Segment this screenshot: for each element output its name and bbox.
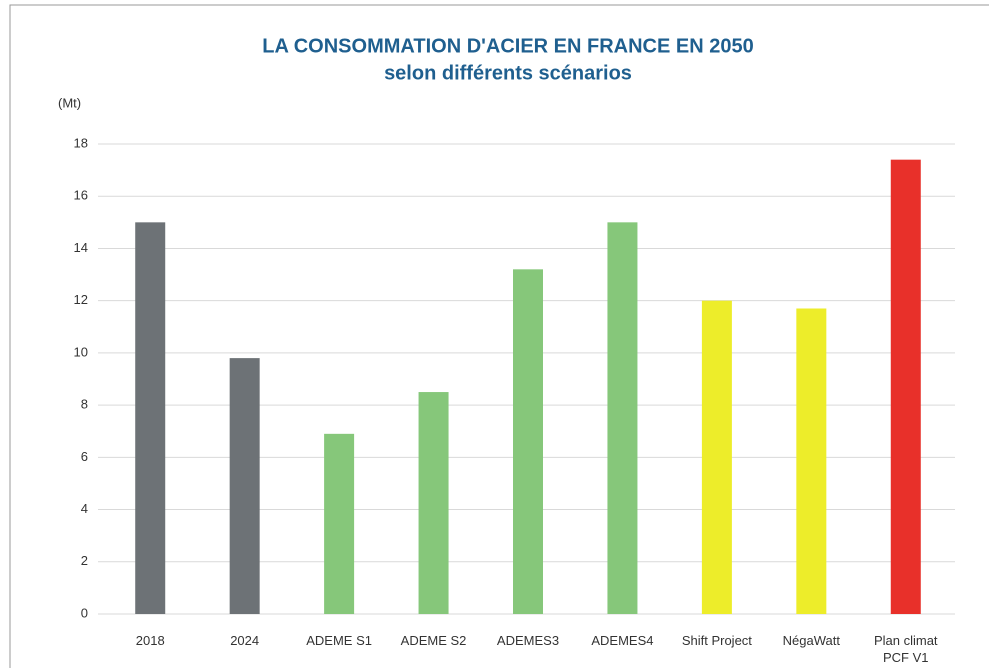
y-tick-label: 4 [81,501,88,516]
x-tick-label: 2018 [135,633,165,648]
y-tick-label: 14 [74,240,88,255]
bar [324,433,355,614]
bar [229,358,260,614]
chart-subtitle: selon différents scénarios [384,62,632,84]
bar [701,300,732,614]
y-tick-label: 2 [81,553,88,568]
y-tick-label: 12 [74,292,88,307]
x-tick-label: ADEME S1 [306,633,372,648]
x-tick-label: 2024 [230,633,260,648]
y-tick-label: 0 [81,605,88,620]
bar [796,308,827,614]
bar [135,222,166,615]
bar [607,222,638,615]
x-tick-label: ADEMES3 [496,633,560,648]
bar [890,159,921,614]
bar [513,269,543,614]
chart-title: LA CONSOMMATION D'ACIER EN FRANCE EN 205… [262,35,753,57]
x-tick-label: Plan climat PCF V1 [873,633,938,665]
y-tick-label: 18 [74,135,88,150]
y-tick-label: 8 [81,397,88,412]
x-tick-label: Shift Project [681,633,752,648]
y-tick-label: 6 [81,449,88,464]
x-tick-label: ADEME S2 [400,633,467,648]
bar [418,392,449,614]
y-tick-label: 10 [74,344,88,359]
y-tick-label: 16 [74,188,88,203]
x-tick-label: ADEMES4 [591,633,654,648]
x-tick-label: NégaWatt [782,633,840,648]
frame [9,4,989,668]
y-axis-label: (Mt) [58,95,81,110]
